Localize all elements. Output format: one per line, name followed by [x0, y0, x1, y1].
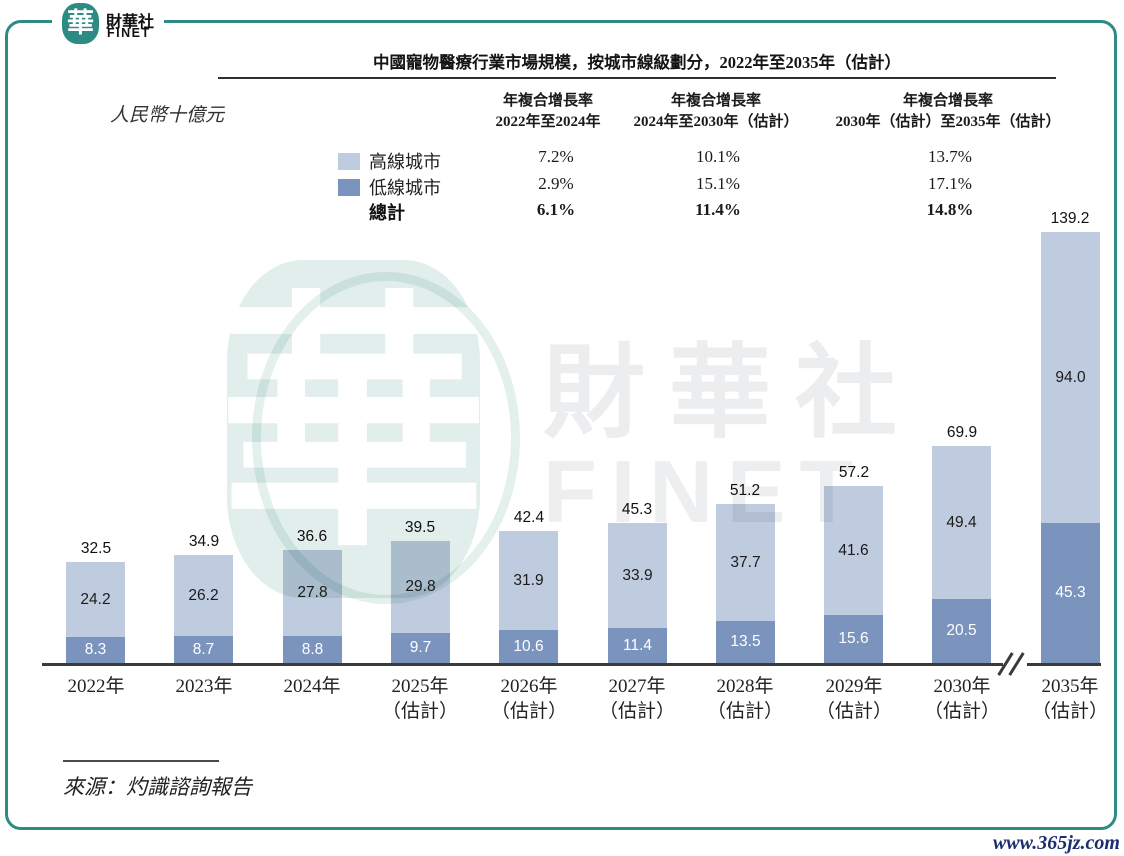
bar-total-label: 42.4: [513, 509, 545, 526]
stacked-bar: 33.9 11.4: [608, 523, 667, 663]
bar-total-label: 69.9: [946, 424, 978, 441]
cagr-col-header-2: 年複合增長率 2024年至2030年（估計）: [633, 91, 798, 133]
cagr-value-high-1: 7.2%: [538, 147, 574, 166]
x-tick-label: 2025年 （估計）: [381, 676, 458, 722]
bar-total-label: 139.2: [1050, 210, 1090, 227]
bar-segment-high-tier: 31.9: [499, 531, 558, 630]
bar-segment-low-tier: 13.5: [716, 621, 775, 663]
bar-segment-high-tier: 41.6: [824, 486, 883, 615]
cagr-col-header-1: 年複合增長率 2022年至2024年: [495, 91, 600, 133]
brand-subname: FINET: [107, 26, 151, 40]
bar-segment-low-tier: 20.5: [932, 599, 991, 663]
legend-label-high-tier: 高線城市: [369, 152, 441, 172]
source-divider-line: [63, 760, 219, 762]
bar-segment-high-tier: 94.0: [1041, 232, 1100, 523]
chart-title: 中國寵物醫療行業市場規模，按城市線級劃分，2022年至2035年（估計）: [373, 53, 901, 72]
x-tick-label: 2023年: [175, 676, 233, 697]
stacked-bar: 31.9 10.6: [499, 531, 558, 663]
cagr-value-low-1: 2.9%: [538, 174, 574, 193]
cagr-col3-line2: 2030年（估計）至2035年（估計）: [835, 114, 1061, 130]
bar-total-label: 39.5: [404, 519, 436, 536]
x-tick-label: 2026年 （估計）: [490, 676, 567, 722]
bar-segment-high-tier: 33.9: [608, 523, 667, 628]
cagr-value-total-3: 14.8%: [926, 200, 974, 219]
unit-label: 人民幣十億元: [110, 105, 225, 126]
bar-segment-low-tier: 8.8: [283, 636, 342, 663]
cagr-value-total-1: 6.1%: [536, 200, 576, 219]
bar-total-label: 34.9: [188, 533, 220, 550]
stacked-bar: 37.7 13.5: [716, 504, 775, 663]
bar-total-label: 45.3: [621, 501, 653, 518]
legend-item-low-tier: 低線城市: [338, 174, 441, 200]
bar-segment-low-tier: 8.3: [66, 637, 125, 663]
bar-segment-high-tier: 29.8: [391, 541, 450, 633]
stacked-bar: 27.8 8.8: [283, 550, 342, 663]
legend-swatch-high-tier: [338, 152, 360, 170]
bar-total-label: 32.5: [80, 540, 112, 557]
bar-total-label: 57.2: [838, 464, 870, 481]
legend-label-low-tier: 低線城市: [369, 178, 441, 198]
stacked-bar: 49.4 20.5: [932, 446, 991, 663]
x-tick-label: 2030年 （估計）: [923, 676, 1000, 722]
x-tick-label: 2024年: [283, 676, 341, 697]
x-tick-label: 2022年: [67, 676, 125, 697]
bar-segment-low-tier: 9.7: [391, 633, 450, 663]
legend-item-high-tier: 高線城市: [338, 148, 441, 174]
title-underline: [218, 77, 1056, 79]
bar-segment-high-tier: 27.8: [283, 550, 342, 636]
cagr-value-low-2: 15.1%: [696, 174, 740, 193]
cagr-value-high-3: 13.7%: [928, 147, 972, 166]
legend-total-label: 總計: [369, 203, 405, 223]
bar-total-label: 36.6: [296, 528, 328, 545]
bar-segment-low-tier: 11.4: [608, 628, 667, 663]
bar-segment-high-tier: 24.2: [66, 562, 125, 637]
bar-segment-high-tier: 37.7: [716, 504, 775, 621]
x-tick-label: 2028年 （估計）: [706, 676, 783, 722]
cagr-value-low-3: 17.1%: [928, 174, 972, 193]
stacked-bar: 26.2 8.7: [174, 555, 233, 663]
x-tick-label: 2029年 （估計）: [815, 676, 892, 722]
x-axis-line: [42, 663, 1003, 666]
bar-segment-high-tier: 49.4: [932, 446, 991, 599]
bar-total-label: 51.2: [729, 482, 761, 499]
x-axis-line-after-break: [1027, 663, 1101, 666]
bar-segment-low-tier: 15.6: [824, 615, 883, 663]
cagr-col3-line1: 年複合增長率: [902, 93, 994, 109]
cagr-col2-line1: 年複合增長率: [670, 93, 762, 109]
x-tick-label: 2035年 （估計）: [1031, 676, 1108, 722]
stacked-bar: 24.2 8.3: [66, 562, 125, 663]
cagr-value-total-2: 11.4%: [695, 200, 741, 219]
cagr-col1-line2: 2022年至2024年: [495, 114, 601, 130]
legend-swatch-low-tier: [338, 178, 360, 196]
finet-logo-icon: 華: [62, 3, 99, 44]
stacked-bar: 41.6 15.6: [824, 486, 883, 663]
cagr-col-header-3: 年複合增長率 2030年（估計）至2035年（估計）: [835, 91, 1060, 133]
site-url-watermark: www.365jz.com: [992, 832, 1120, 854]
cagr-col1-line1: 年複合增長率: [502, 93, 594, 109]
stacked-bar: 94.0 45.3: [1041, 232, 1100, 663]
x-tick-label: 2027年 （估計）: [598, 676, 675, 722]
bar-segment-low-tier: 45.3: [1041, 523, 1100, 663]
cagr-value-high-2: 10.1%: [696, 147, 740, 166]
brand-name: 財華社: [106, 14, 155, 31]
bar-segment-low-tier: 8.7: [174, 636, 233, 663]
cagr-col2-line2: 2024年至2030年（估計）: [633, 114, 799, 130]
bar-segment-high-tier: 26.2: [174, 555, 233, 636]
bar-segment-low-tier: 10.6: [499, 630, 558, 663]
logo-glyph: 華: [67, 8, 94, 38]
source-text: 來源：灼識諮詢報告: [63, 775, 252, 799]
content-frame-border: [5, 20, 1117, 830]
stacked-bar: 29.8 9.7: [391, 541, 450, 663]
